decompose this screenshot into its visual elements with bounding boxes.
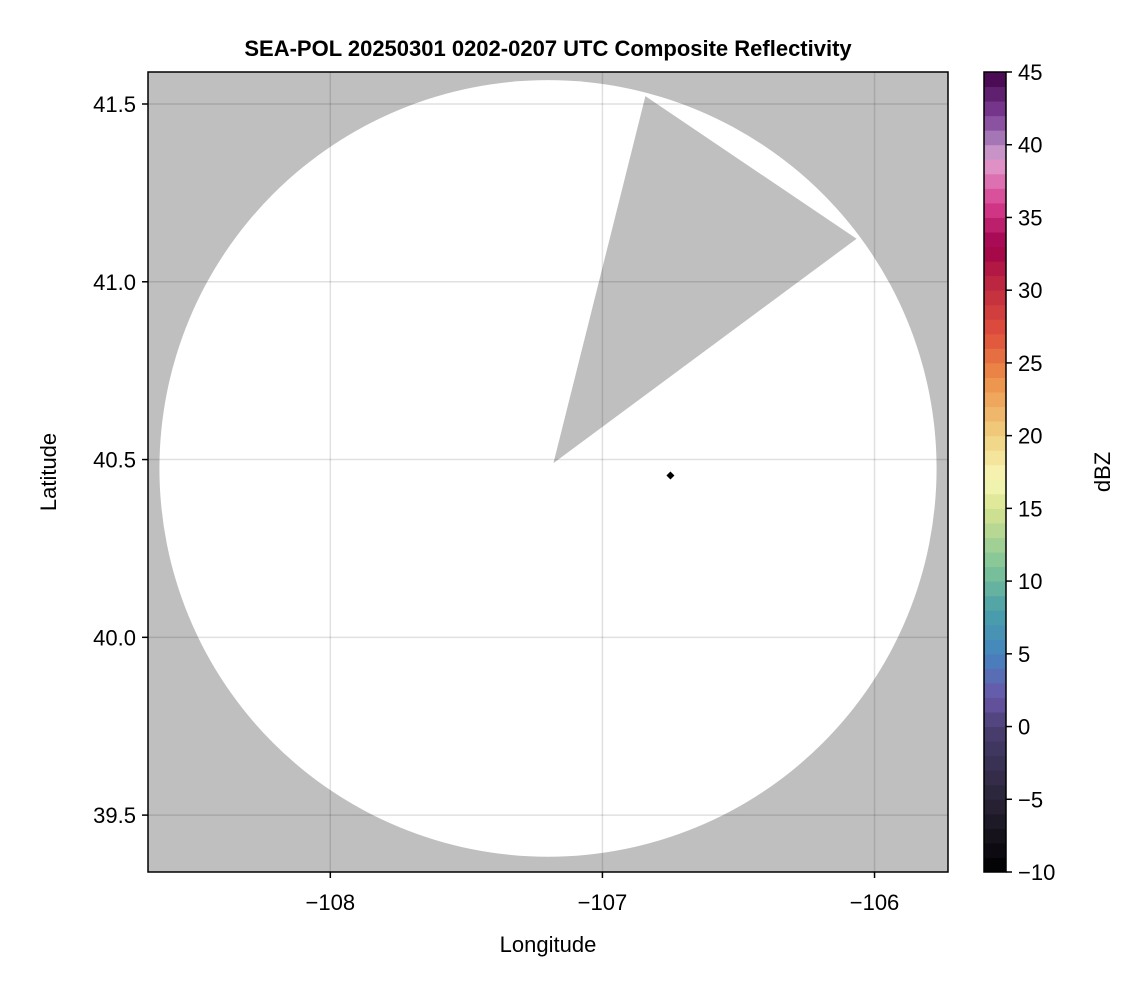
colorbar-tick-label: −5 — [1018, 787, 1043, 812]
x-axis-label: Longitude — [500, 932, 597, 957]
colorbar-tick-label: 45 — [1018, 60, 1042, 85]
colorbar-bin — [984, 101, 1006, 117]
colorbar-tick-label: 40 — [1018, 133, 1042, 158]
y-tick-label: 39.5 — [93, 803, 136, 828]
colorbar-bin — [984, 842, 1006, 858]
colorbar-bin — [984, 173, 1006, 189]
colorbar-bin — [984, 784, 1006, 800]
colorbar-bin — [984, 348, 1006, 364]
plot-layers — [148, 72, 948, 872]
colorbar-tick-label: 20 — [1018, 424, 1042, 449]
colorbar-bin — [984, 115, 1006, 131]
colorbar-bin — [984, 86, 1006, 102]
colorbar-bin — [984, 159, 1006, 175]
colorbar-bin — [984, 232, 1006, 248]
blocked-sector — [553, 96, 857, 464]
plot-area — [147, 71, 949, 873]
colorbar-tick-label: 0 — [1018, 715, 1030, 740]
chart-title: SEA-POL 20250301 0202-0207 UTC Composite… — [244, 36, 852, 61]
colorbar-frame — [983, 71, 1007, 873]
colorbar-bin — [984, 726, 1006, 742]
y-axis: 39.5 40.0 40.5 41.0 41.5 — [93, 92, 148, 828]
radar-coverage-circle — [159, 80, 937, 857]
colorbar-bin — [984, 522, 1006, 538]
colorbar-bin — [984, 319, 1006, 335]
colorbar: −10 −5 0 5 10 15 20 25 30 35 40 45 — [983, 60, 1055, 885]
colorbar-bin — [984, 668, 1006, 684]
y-tick-label: 40.5 — [93, 448, 136, 473]
colorbar-tick-label: −10 — [1018, 860, 1055, 885]
colorbar-bin — [984, 566, 1006, 582]
colorbar-bin — [984, 304, 1006, 320]
x-tick-label: −107 — [578, 890, 628, 915]
colorbar-bin — [984, 188, 1006, 204]
x-tick-label: −106 — [850, 890, 900, 915]
colorbar-bin — [984, 406, 1006, 422]
colorbar-bin — [984, 377, 1006, 393]
colorbar-bin — [984, 130, 1006, 146]
colorbar-bin — [984, 755, 1006, 771]
colorbar-bin — [984, 275, 1006, 291]
colorbar-tick-label: 25 — [1018, 351, 1042, 376]
plot-frame — [147, 71, 949, 873]
colorbar-bin — [984, 392, 1006, 408]
colorbar-bin — [984, 697, 1006, 713]
y-tick-label: 41.0 — [93, 270, 136, 295]
colorbar-bin — [984, 741, 1006, 757]
colorbar-bin — [984, 435, 1006, 451]
colorbar-bin — [984, 537, 1006, 553]
colorbar-bin — [984, 72, 1006, 88]
colorbar-bin — [984, 813, 1006, 829]
colorbar-bin — [984, 493, 1006, 509]
y-tick-label: 41.5 — [93, 92, 136, 117]
colorbar-bin — [984, 624, 1006, 640]
colorbar-bin — [984, 261, 1006, 277]
y-axis-label: Latitude — [36, 433, 61, 511]
colorbar-label: dBZ — [1090, 452, 1115, 492]
colorbar-bin — [984, 362, 1006, 378]
x-tick-label: −108 — [306, 890, 356, 915]
colorbar-bin — [984, 595, 1006, 611]
colorbar-bin — [984, 421, 1006, 437]
colorbar-bin — [984, 857, 1006, 873]
colorbar-bin — [984, 290, 1006, 306]
colorbar-bin — [984, 464, 1006, 480]
colorbar-bin — [984, 653, 1006, 669]
colorbar-bin — [984, 552, 1006, 568]
colorbar-bin — [984, 202, 1006, 218]
colorbar-bin — [984, 144, 1006, 160]
colorbar-tick-label: 30 — [1018, 278, 1042, 303]
y-tick-label: 40.0 — [93, 625, 136, 650]
colorbar-bin — [984, 479, 1006, 495]
x-axis: −108 −107 −106 — [306, 872, 900, 915]
colorbar-bin — [984, 712, 1006, 728]
colorbar-bin — [984, 450, 1006, 466]
colorbar-bin — [984, 610, 1006, 626]
colorbar-bin — [984, 639, 1006, 655]
colorbar-bin — [984, 217, 1006, 233]
colorbar-bin — [984, 770, 1006, 786]
colorbar-tick-label: 5 — [1018, 642, 1030, 667]
colorbar-tick-label: 10 — [1018, 569, 1042, 594]
colorbar-tick-label: 15 — [1018, 496, 1042, 521]
colorbar-bin — [984, 508, 1006, 524]
colorbar-bin — [984, 581, 1006, 597]
colorbar-bin — [984, 246, 1006, 262]
colorbar-tick-label: 35 — [1018, 205, 1042, 230]
colorbar-bin — [984, 333, 1006, 349]
radar-location-marker — [666, 471, 675, 480]
colorbar-bin — [984, 828, 1006, 844]
colorbar-bin — [984, 799, 1006, 815]
colorbar-bin — [984, 682, 1006, 698]
